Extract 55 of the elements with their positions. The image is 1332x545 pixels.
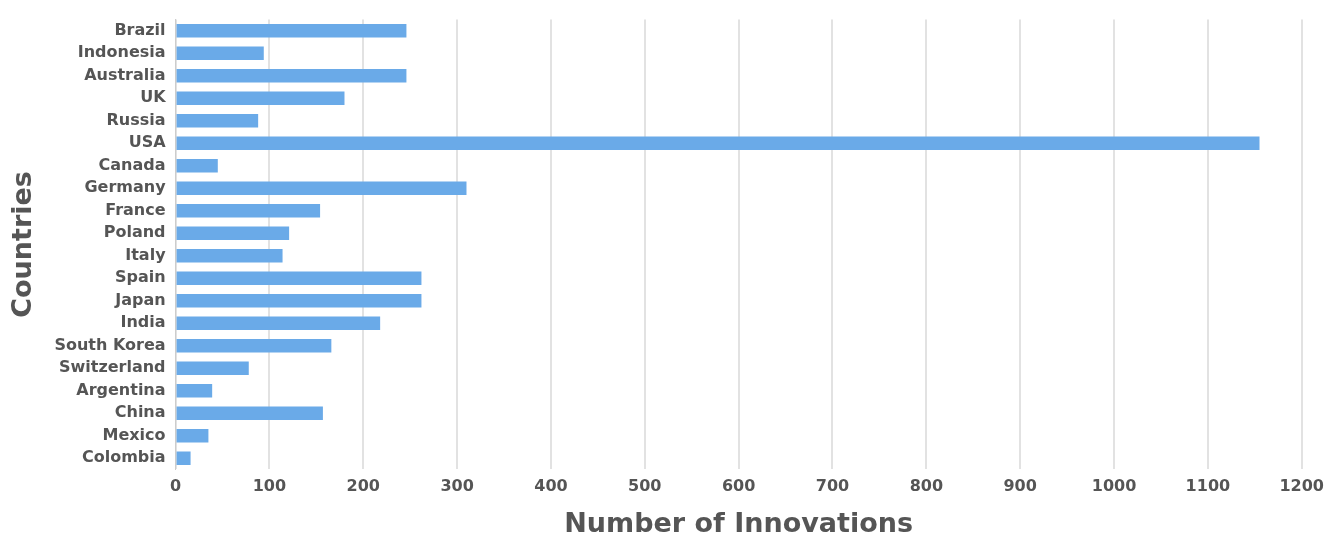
x-tick-label: 1000 [1091, 476, 1137, 496]
y-tick-label: India [120, 312, 166, 332]
bar [176, 204, 321, 218]
x-tick-label: 0 [169, 476, 182, 496]
y-tick-label: Australia [84, 64, 166, 84]
x-tick-label: 200 [346, 476, 380, 496]
bar [176, 46, 264, 61]
bar [176, 271, 422, 285]
bar [176, 293, 422, 308]
bar [176, 226, 290, 240]
bar [176, 24, 407, 38]
x-tick-label: 700 [815, 476, 850, 496]
bar [176, 136, 1260, 151]
x-tick-label: 800 [909, 476, 944, 496]
bar [176, 181, 467, 196]
y-tick-label: Germany [84, 177, 167, 197]
y-tick-label: UK [140, 87, 167, 107]
bar [176, 451, 191, 465]
y-tick-label: USA [128, 132, 167, 152]
y-tick-label: Mexico [102, 424, 166, 444]
bar [176, 338, 332, 353]
bar [176, 159, 218, 173]
y-tick-label: Switzerland [58, 357, 166, 377]
y-tick-label: Argentina [76, 379, 166, 399]
y-tick-label: Canada [98, 154, 166, 174]
bar [176, 406, 323, 420]
y-tick-label: Spain [114, 267, 166, 287]
y-tick-label: South Korea [54, 334, 166, 354]
bar [176, 114, 259, 128]
x-tick-label: 900 [1003, 476, 1037, 496]
y-tick-label: Russia [106, 109, 166, 129]
x-tick-label: 300 [440, 476, 474, 496]
x-tick-label: 100 [252, 476, 287, 496]
x-tick-label: 600 [721, 476, 756, 496]
bar [176, 361, 249, 375]
y-tick-label: China [114, 402, 166, 422]
bar [176, 428, 209, 443]
y-tick-label: Indonesia [77, 42, 166, 62]
bar [176, 249, 283, 263]
y-tick-label: France [105, 199, 166, 219]
y-tick-label: Poland [103, 222, 166, 242]
bar [176, 383, 213, 398]
x-tick-label: 500 [628, 476, 662, 496]
y-tick-label: Brazil [114, 20, 166, 39]
y-tick-label: Colombia [81, 447, 166, 467]
bar [176, 316, 381, 330]
x-tick-label: 400 [534, 476, 568, 496]
x-tick-label: 1100 [1185, 476, 1231, 496]
bar [176, 69, 407, 83]
y-tick-label: Italy [125, 244, 167, 264]
y-tick-label: Japan [114, 289, 166, 309]
x-tick-label: 1200 [1279, 476, 1324, 496]
bar [176, 91, 345, 106]
y-axis-title: Countries [6, 171, 38, 318]
x-axis-title: Number of Innovations [564, 506, 914, 538]
